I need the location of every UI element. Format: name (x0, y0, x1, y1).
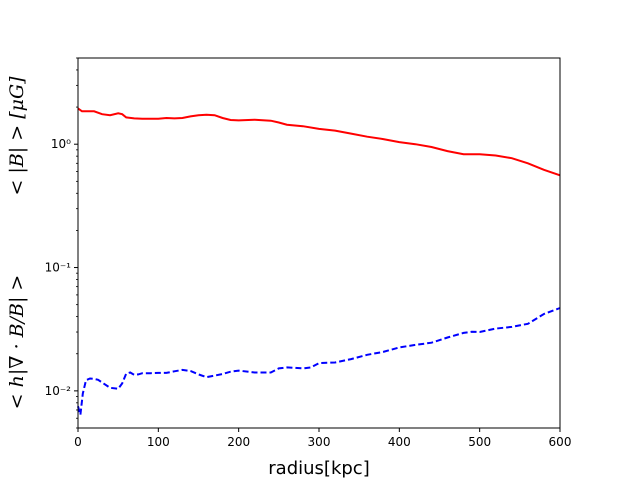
x-tick-label: 0 (74, 435, 82, 449)
x-tick-label: 600 (549, 435, 572, 449)
x-axis-label: radius[kpc] (268, 458, 369, 479)
x-tick-label: 400 (388, 435, 411, 449)
series-line-0 (77, 107, 561, 177)
y-tick-label: 10⁻² (45, 384, 72, 398)
x-ticks: 0 100 200 300 400 500 600 (74, 428, 571, 449)
plot-lines (77, 107, 561, 416)
x-tick-label: 500 (468, 435, 491, 449)
x-tick-label: 100 (147, 435, 170, 449)
series-line-1 (77, 307, 561, 416)
y-tick-label: 10⁻¹ (45, 261, 72, 275)
y-tick-label: 10⁰ (51, 137, 71, 151)
y-axis-label-upper: < |B| > [μG] (6, 76, 28, 196)
x-tick-label: 300 (308, 435, 331, 449)
x-tick-label: 200 (227, 435, 250, 449)
y-axis-label-lower: < h|∇ · B/B| > (6, 275, 28, 410)
y-ticks: 10⁻² 10⁻¹ 10⁰ (45, 57, 78, 429)
